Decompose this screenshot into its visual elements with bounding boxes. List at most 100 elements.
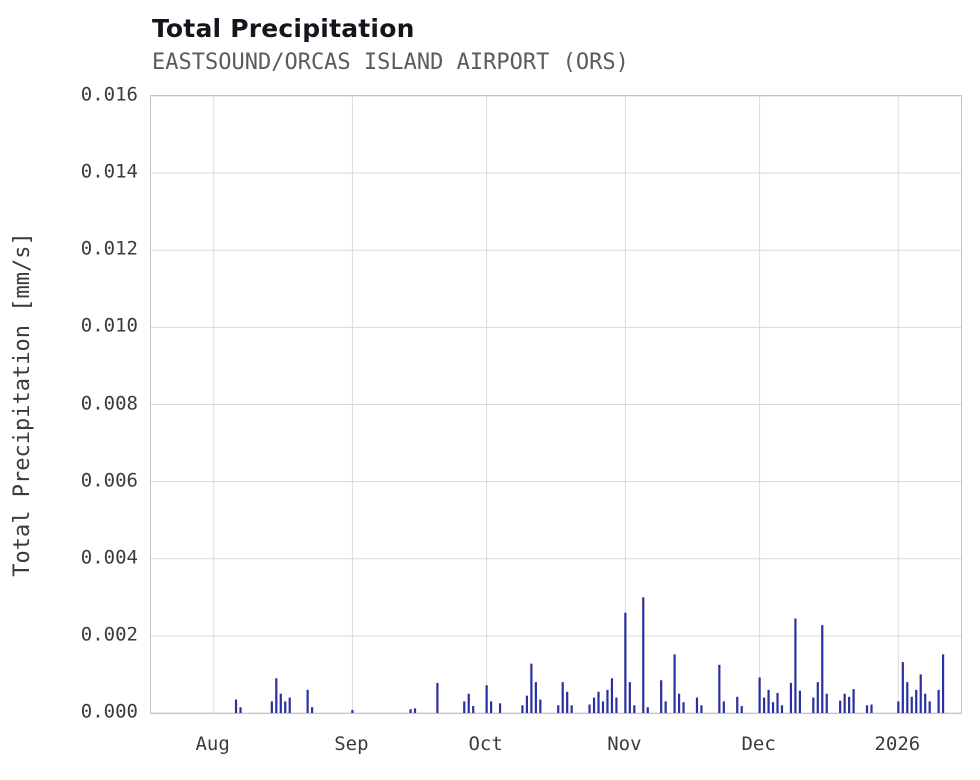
precip-bar [539, 699, 542, 713]
precip-bar [767, 689, 770, 713]
plot-area [150, 95, 962, 714]
precip-bar [279, 693, 282, 713]
precip-bar [848, 696, 851, 713]
precip-bar [306, 689, 309, 713]
precip-bar [610, 678, 614, 713]
precip-bar [780, 705, 784, 713]
precip-bar [311, 707, 314, 713]
precip-bar [897, 701, 900, 713]
chart-title: Total Precipitation [152, 14, 415, 43]
precip-bar [498, 703, 502, 713]
y-tick-label: 0.012 [80, 237, 138, 260]
precip-bar [942, 654, 945, 713]
precip-bar [436, 682, 439, 713]
precip-bar [740, 706, 743, 713]
precip-bar [601, 701, 605, 713]
precip-bar [239, 707, 242, 713]
precip-bar [606, 689, 609, 713]
precip-bar [288, 697, 291, 713]
precip-bar [794, 618, 797, 713]
precip-bar [870, 704, 873, 713]
precip-bar [275, 678, 278, 713]
precip-bar [736, 696, 739, 713]
precip-bar [409, 709, 412, 713]
precip-bar [812, 697, 815, 713]
y-tick-label: 0.002 [80, 623, 138, 646]
precip-bar [490, 701, 493, 713]
precip-bar [642, 597, 645, 713]
precip-bar [722, 701, 725, 713]
precip-bar [906, 682, 909, 713]
x-tick-label: Sep [334, 733, 369, 755]
precip-bar [771, 702, 775, 713]
precipitation-bars-canvas [151, 96, 961, 713]
precip-bar [821, 625, 824, 713]
precip-bar [570, 705, 573, 713]
precip-bar [839, 700, 842, 713]
precip-bar [825, 693, 828, 713]
precip-bar [677, 693, 681, 713]
precip-bar [270, 701, 273, 713]
precip-bar [615, 697, 618, 713]
x-tick-label: 2026 [874, 733, 921, 755]
precip-bar [910, 696, 913, 713]
precip-bar [633, 705, 636, 713]
y-tick-label: 0.008 [80, 392, 138, 415]
precip-bar [789, 682, 793, 713]
precip-bar [924, 693, 927, 713]
precip-bar [534, 682, 537, 713]
y-tick-label: 0.000 [80, 700, 138, 723]
precip-bar [557, 705, 560, 713]
precip-bar [798, 690, 801, 713]
precip-bar [937, 689, 940, 713]
y-tick-label: 0.016 [80, 83, 138, 106]
y-tick-label: 0.006 [80, 469, 138, 492]
precip-bar [566, 691, 569, 713]
y-tick-label: 0.014 [80, 160, 138, 183]
precip-bar [843, 693, 846, 713]
precip-bar [700, 705, 703, 713]
precip-bar [351, 709, 354, 713]
precip-bar [758, 677, 761, 713]
precip-bar [413, 708, 417, 713]
y-tick-label: 0.010 [80, 314, 138, 337]
precip-bar [816, 682, 819, 713]
y-tick-label: 0.004 [80, 546, 138, 569]
precip-bar [852, 689, 855, 713]
precip-bar [646, 707, 649, 713]
precip-bar [695, 697, 699, 713]
x-tick-label: Nov [607, 733, 642, 755]
precip-bar [592, 697, 596, 713]
precip-bar [521, 705, 524, 713]
x-tick-label: Oct [468, 733, 503, 755]
precip-bar [673, 654, 676, 713]
x-tick-label: Dec [741, 733, 776, 755]
precip-bar [919, 674, 922, 713]
precip-bar [525, 695, 529, 713]
precip-bar [561, 682, 564, 713]
x-tick-label: Aug [195, 733, 230, 755]
precip-bar [588, 704, 591, 713]
precip-bar [597, 691, 600, 713]
precip-bar [776, 692, 779, 713]
precip-bar [718, 664, 721, 713]
precip-bar [472, 706, 475, 713]
precip-bar [664, 701, 667, 713]
precip-bar [485, 685, 488, 713]
precip-bar [463, 701, 466, 713]
precip-bar [762, 697, 766, 713]
precip-bar [530, 663, 533, 713]
precip-bar [865, 705, 869, 713]
precip-bar [901, 662, 904, 713]
precip-bar [624, 612, 627, 713]
precip-bar [234, 699, 238, 713]
precip-bar [928, 701, 931, 713]
precip-bar [682, 702, 685, 713]
precip-bar [467, 693, 470, 713]
precip-bar [284, 701, 287, 713]
chart-subtitle: EASTSOUND/ORCAS ISLAND AIRPORT (ORS) [152, 50, 629, 75]
precip-bar [915, 689, 918, 713]
precip-bar [628, 682, 631, 713]
precip-bar [660, 680, 663, 713]
